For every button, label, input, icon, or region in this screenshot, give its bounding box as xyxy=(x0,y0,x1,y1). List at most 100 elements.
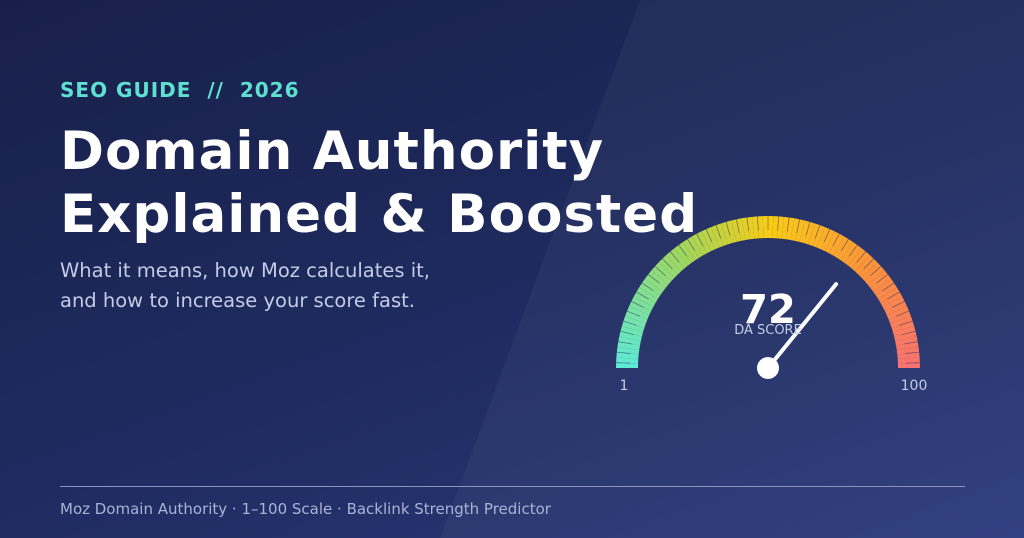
gauge-segment xyxy=(706,227,720,250)
gauge-segment xyxy=(897,362,920,368)
gauge-segment xyxy=(890,316,913,328)
gauge-segment xyxy=(696,231,712,254)
gauge-segment xyxy=(639,283,661,300)
gauge-segment xyxy=(829,233,844,256)
gauge-segment xyxy=(623,316,646,328)
gauge-hatch xyxy=(887,291,900,300)
gauge-hatch xyxy=(823,228,831,243)
gauge-segment xyxy=(666,251,685,272)
gauge-segment xyxy=(648,270,669,288)
gauge-segment xyxy=(636,287,658,303)
gauge-hatch xyxy=(848,244,858,257)
gauge-segment xyxy=(886,306,909,320)
gauge-segment xyxy=(617,341,640,350)
eyebrow: SEO GUIDE // 2026 xyxy=(60,78,300,102)
gauge-hatch xyxy=(626,310,641,317)
gauge-segment xyxy=(651,266,672,285)
gauge-hatch xyxy=(840,238,849,252)
gauge-segment xyxy=(625,311,648,324)
gauge-hatch xyxy=(777,216,780,231)
gauge-segment xyxy=(757,216,764,239)
gauge-hatch xyxy=(641,282,654,292)
gauge-hatch xyxy=(623,320,637,326)
gauge-segment xyxy=(692,233,707,256)
gauge-hatch xyxy=(746,217,750,232)
gauge-hatch xyxy=(618,341,633,345)
gauge-hatch xyxy=(669,251,680,263)
gauge-segment xyxy=(741,217,750,240)
gauge-hatch xyxy=(678,244,688,257)
background-panel xyxy=(440,0,1024,538)
gauge-segment xyxy=(858,258,878,278)
gauge-segment xyxy=(861,262,881,282)
gauge-segment xyxy=(762,216,768,239)
gauge-segment xyxy=(867,270,888,288)
gauge-hatch xyxy=(901,330,916,336)
gauge-hatch xyxy=(814,225,821,239)
gauge-hatch xyxy=(882,282,895,292)
gauge-hatch xyxy=(725,221,731,236)
gauge-segment xyxy=(790,218,800,241)
gauge-hatch xyxy=(895,310,910,317)
gauge-min: 1 xyxy=(620,378,629,394)
gauge-segment xyxy=(824,231,840,254)
gauge-hatch xyxy=(647,274,660,284)
gauge-segment xyxy=(616,362,639,368)
gauge-hatch xyxy=(636,291,649,300)
gauge-hatch xyxy=(705,228,713,243)
gauge-segment xyxy=(820,229,835,252)
gauge-segment xyxy=(768,216,774,239)
gauge-segment xyxy=(731,219,741,242)
gauge-segment xyxy=(678,241,696,263)
gauge-segment xyxy=(633,292,656,307)
gauge-segment xyxy=(674,245,692,266)
gauge-hatch xyxy=(863,258,874,270)
gauge-segment xyxy=(854,255,874,275)
gauge-hatch xyxy=(736,219,740,234)
gauge-segment xyxy=(844,245,862,266)
divider xyxy=(60,486,965,487)
gauge-hatch xyxy=(805,221,811,236)
gauge-segment xyxy=(892,326,916,337)
gauge-segment xyxy=(777,216,784,239)
gauge-hatch xyxy=(631,301,645,308)
gauge-hatch xyxy=(796,219,800,234)
gauge-segment xyxy=(884,301,907,316)
gauge-segment xyxy=(803,221,815,245)
gauge-segment xyxy=(772,216,779,239)
gauge-segment xyxy=(616,357,639,364)
gauge-segment xyxy=(840,241,858,263)
gauge-segment xyxy=(658,258,678,278)
gauge-value: 72 xyxy=(740,287,796,333)
gauge-needle xyxy=(766,282,839,370)
gauge-segment xyxy=(655,262,675,282)
gauge-segment xyxy=(721,221,733,245)
gauge-hatch xyxy=(903,341,918,345)
gauge-hatch xyxy=(876,274,889,284)
subtitle-line: and how to increase your score fast. xyxy=(60,289,415,312)
gauge-max: 100 xyxy=(901,378,928,394)
gauge-segment xyxy=(683,239,700,261)
gauge-segment xyxy=(873,278,895,296)
title-line: Explained & Boosted xyxy=(60,184,699,245)
gauge-segment xyxy=(620,326,644,337)
gauge-label: DA SCORE xyxy=(734,323,802,338)
gauge-segment xyxy=(786,217,795,240)
gauge-segment xyxy=(897,357,920,364)
gauge-hatch xyxy=(662,258,673,270)
gauge-segment xyxy=(812,225,825,248)
gauge-segment xyxy=(716,223,728,246)
gauge-segment xyxy=(641,278,663,296)
gauge-segment xyxy=(864,266,885,285)
gauge-hatch xyxy=(654,265,666,276)
gauge-segment xyxy=(726,220,737,244)
gauge-segment xyxy=(736,218,746,241)
gauge-segment xyxy=(882,296,905,312)
gauge-hatch xyxy=(832,233,840,247)
title: Domain Authority Explained & Boosted xyxy=(60,120,698,246)
gauge-segment xyxy=(895,336,918,346)
gauge-hatch xyxy=(899,320,913,326)
gauge-segment xyxy=(836,239,853,261)
